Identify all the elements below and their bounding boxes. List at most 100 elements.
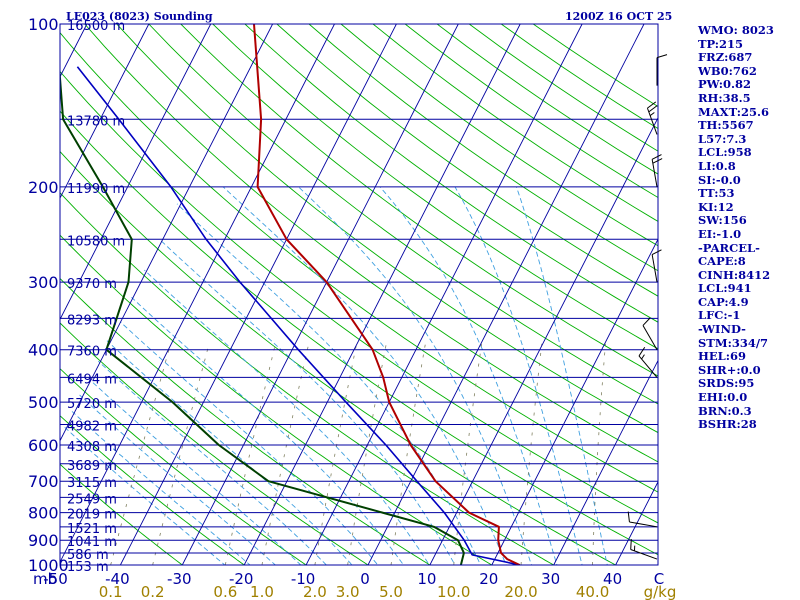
height-label: 10580 m <box>67 234 125 249</box>
stat-line: CINH:8412 <box>698 267 771 282</box>
dry-adiabat <box>60 463 184 565</box>
pressure-tick-label: 700 <box>28 472 59 491</box>
temperature-tick-label: 10 <box>417 570 436 588</box>
moist-adiabat <box>298 186 533 565</box>
stat-line: BRN:0.3 <box>698 403 752 418</box>
temperature-tick-label: -40 <box>105 570 130 588</box>
temperature-tick-label: 20 <box>479 570 498 588</box>
sounding-time: 1200Z 16 OCT 25 <box>565 10 673 23</box>
stat-line: CAP:4.9 <box>698 294 749 309</box>
height-label: 1041 m <box>67 535 117 550</box>
dry-adiabat <box>244 24 658 323</box>
dry-adiabat <box>60 415 245 565</box>
stat-line: TH:5567 <box>698 118 754 133</box>
stat-line: MAXT:25.6 <box>698 104 769 119</box>
stat-line: EI:-1.0 <box>698 226 742 241</box>
dry-adiabat <box>148 24 658 405</box>
moist-adiabat <box>97 360 327 565</box>
stat-line: KI:12 <box>698 199 734 214</box>
temperature-tick-label: -10 <box>291 570 316 588</box>
pressure-tick-label: 800 <box>28 504 59 523</box>
height-label: 13780 m <box>67 114 125 129</box>
mixing-ratio-line <box>152 343 210 565</box>
isotherm <box>60 24 274 442</box>
moist-adiabat <box>131 296 405 565</box>
moist-adiabat <box>379 186 558 565</box>
height-label: 16500 m <box>67 19 125 34</box>
pressure-tick-label: 500 <box>28 393 59 412</box>
pressure-tick-label: 200 <box>28 178 59 197</box>
isotherm <box>553 359 658 565</box>
wind-barb <box>627 511 658 528</box>
moist-adiabat <box>71 411 251 565</box>
isotherm <box>491 238 658 565</box>
isotherm <box>119 24 397 565</box>
pressure-tick-label: 400 <box>28 341 59 360</box>
isotherm <box>305 24 583 565</box>
isotherm <box>181 24 459 565</box>
stats-panel: WMO: 8023 TP:215 FRZ:687 WB0:762 PW:0.82 RH:3… <box>698 23 774 432</box>
parcel-trace <box>76 66 520 565</box>
moist-adiabat <box>144 269 430 565</box>
temperature-tick-label: 0 <box>360 570 370 588</box>
dry-adiabat <box>212 24 658 350</box>
dry-adiabat <box>84 24 658 463</box>
temperature-tick-label: -50 <box>43 570 68 588</box>
dry-adiabat <box>60 234 493 565</box>
temperature-tick-label: -30 <box>167 570 192 588</box>
moist-adiabat <box>159 238 456 565</box>
isotherm <box>60 24 335 564</box>
pressure-tick-label: 1000 <box>28 556 69 575</box>
stat-line: STM:334/7 <box>698 335 769 350</box>
stat-line: RH:38.5 <box>698 90 751 105</box>
dry-adiabat <box>60 277 431 565</box>
height-label: 7360 m <box>67 345 117 360</box>
stat-line: WMO: 8023 <box>698 23 774 37</box>
height-label: 1521 m <box>67 522 117 537</box>
stat-line: EHI:0.0 <box>698 390 748 405</box>
height-label: 11990 m <box>67 182 125 197</box>
pressure-tick-label: 100 <box>28 15 59 34</box>
height-label: 5720 m <box>67 397 117 412</box>
mixing-ratio-label: 10.0 <box>437 583 470 600</box>
stat-line: TP:215 <box>698 36 744 51</box>
stat-line: SHR+:0.0 <box>698 362 761 377</box>
mixing-ratio-label: 1.0 <box>250 583 274 600</box>
plot-frame <box>59 23 659 566</box>
mixing-ratio-label: 0.2 <box>141 583 165 600</box>
mixing-ratio-label: 0.1 <box>99 583 123 600</box>
stat-line: -WIND- <box>698 322 746 337</box>
height-label: 8293 m <box>67 313 117 328</box>
stat-line: FRZ:687 <box>698 50 753 65</box>
mixing-ratio-line <box>224 343 276 565</box>
mixing-ratio-label: 5.0 <box>379 583 403 600</box>
dry-adiabat <box>60 32 658 493</box>
pressure-tick-label: 300 <box>28 273 59 292</box>
mixing-ratio-label: 40.0 <box>576 583 609 600</box>
height-label: 153 m <box>67 560 109 575</box>
stat-line: LCL:941 <box>698 281 752 296</box>
stat-line: HEL:69 <box>698 349 746 364</box>
moist-adiabat <box>79 394 276 565</box>
mixing-ratio-line <box>261 343 310 565</box>
height-label: 4982 m <box>67 420 117 435</box>
height-label: 3115 m <box>67 476 117 491</box>
stat-line: WB0:762 <box>698 63 757 78</box>
isotherm <box>429 116 658 565</box>
wind-barb <box>630 539 658 560</box>
stat-line: BSHR:28 <box>698 417 757 432</box>
height-label: 3689 m <box>67 459 117 474</box>
temperature-tick-label: 30 <box>541 570 560 588</box>
wind-barb <box>646 101 658 135</box>
wind-barb <box>651 249 662 283</box>
stat-line: LI:0.8 <box>698 158 736 173</box>
height-label: 2019 m <box>67 508 117 523</box>
mixing-ratio-label: 3.0 <box>336 583 360 600</box>
mixing-ratio-label: 20.0 <box>504 583 537 600</box>
wind-barb <box>651 154 663 187</box>
temperature-tick-label: -20 <box>229 570 254 588</box>
stat-line: TT:53 <box>698 186 735 201</box>
isotherm <box>60 24 212 321</box>
moist-adiabat <box>454 186 583 565</box>
